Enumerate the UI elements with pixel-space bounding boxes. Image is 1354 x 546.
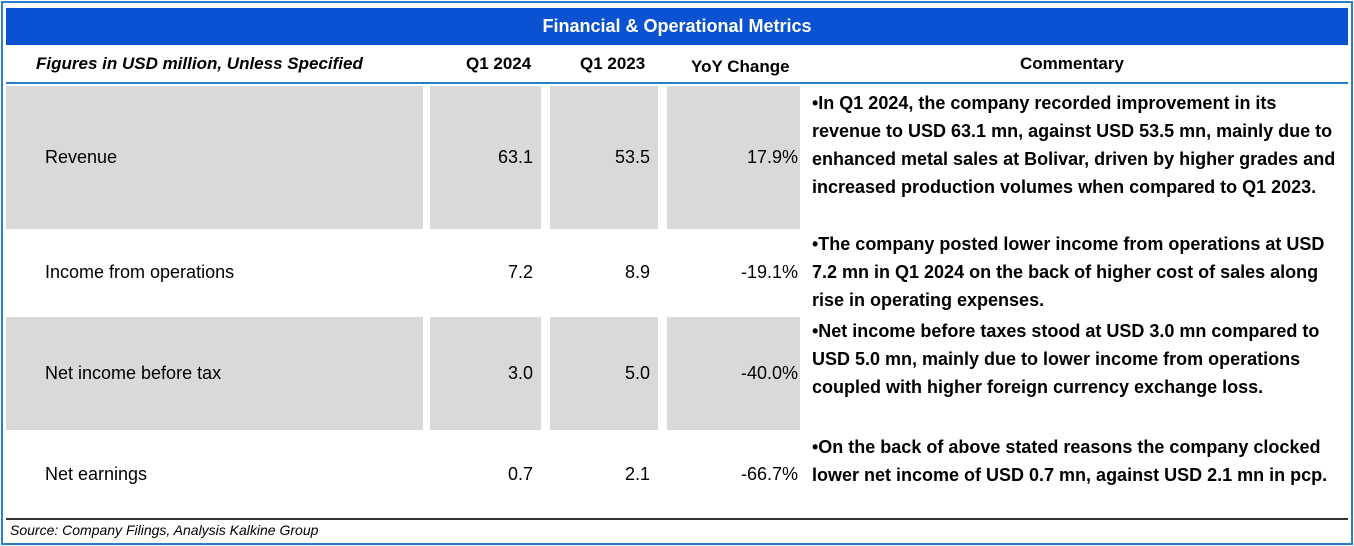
commentary-text: •Net income before taxes stood at USD 3.… [812,321,1320,397]
value-q1-2023: 53.5 [550,86,658,229]
commentary-text: •In Q1 2024, the company recorded improv… [812,93,1336,197]
table-bottom-rule [6,518,1348,520]
row-label: Income from operations [45,261,235,282]
header-commentary: Commentary [1020,54,1124,73]
row-label: Revenue [6,86,423,229]
header-yoy-change: YoY Change [691,57,790,76]
value-q1-2024: 63.1 [430,86,541,229]
commentary-text: •The company posted lower income from op… [812,234,1325,310]
header-divider [6,82,1348,84]
value-q1-2024: 7.2 [507,261,533,282]
header-row: Figures in USD million, Unless Specified… [6,46,1348,82]
value-yoy-change: -66.7% [740,463,798,484]
value-yoy-change: -40.0% [667,317,800,430]
header-label: Figures in USD million, Unless Specified [36,54,363,73]
row-label: Net income before tax [6,317,423,430]
value-yoy-change: 17.9% [667,86,800,229]
table-title: Financial & Operational Metrics [6,8,1348,45]
value-yoy-change: -19.1% [740,261,798,282]
source-note: Source: Company Filings, Analysis Kalkin… [10,522,319,538]
value-q1-2024: 3.0 [430,317,541,430]
row-label: Net earnings [45,463,148,484]
table-row-revenue: Revenue 63.1 53.5 17.9% •In Q1 2024, the… [6,86,1348,229]
table-row-net-income-before-tax: Net income before tax 3.0 5.0 -40.0% •Ne… [6,317,1348,430]
value-q1-2023: 8.9 [624,261,650,282]
header-q1-2023: Q1 2023 [580,54,646,73]
table-row-net-earnings: Net earnings 0.7 2.1 -66.7% •On the back… [6,430,1348,518]
value-q1-2023: 2.1 [624,463,650,484]
value-q1-2023: 5.0 [550,317,658,430]
table-row-income-from-operations: Income from operations 7.2 8.9 -19.1% •T… [6,229,1348,315]
commentary-text: •On the back of above stated reasons the… [812,437,1328,485]
value-q1-2024: 0.7 [507,463,533,484]
header-q1-2024: Q1 2024 [466,54,532,73]
